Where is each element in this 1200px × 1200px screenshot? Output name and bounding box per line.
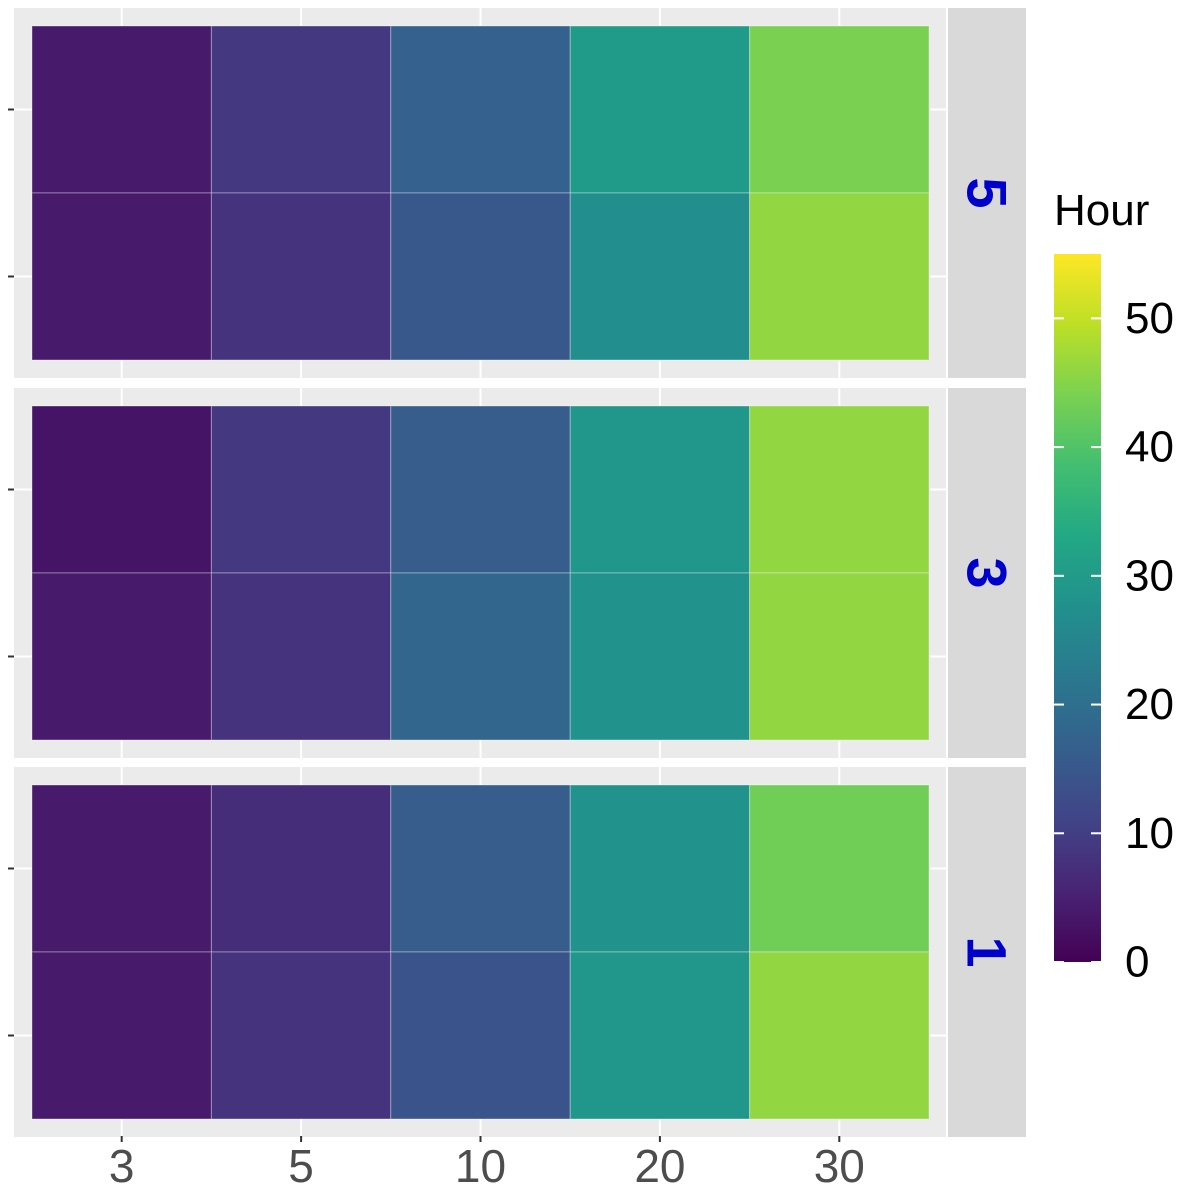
x-tick-label: 5 [288, 1140, 314, 1192]
facet-panel: 5 [8, 8, 1026, 378]
colorbar-tick-label: 10 [1125, 809, 1174, 858]
heatmap-tile [390, 25, 571, 194]
heatmap-tile [390, 784, 571, 953]
x-tick-label: 10 [455, 1140, 506, 1192]
facet-panel: 3 [8, 388, 1026, 758]
heatmap-tile [210, 951, 392, 1120]
heatmap-tile [31, 951, 212, 1120]
heatmap-tile [749, 25, 930, 194]
heatmap-tile [390, 405, 571, 574]
facet-panel: 1 [8, 767, 1026, 1137]
colorbar-tick-label: 40 [1125, 423, 1174, 472]
heatmap-tile [569, 405, 751, 574]
heatmap-tile [749, 192, 930, 361]
heatmap-tile [569, 572, 751, 741]
heatmap-tile [749, 784, 930, 953]
x-axis: 3 5 10 20 30 [109, 1136, 865, 1192]
heatmap-tile [210, 25, 392, 194]
legend-title: Hour [1054, 186, 1149, 235]
facet-label: 1 [956, 936, 1019, 967]
color-legend: Hour 0 10 20 30 40 50 [1054, 186, 1174, 987]
colorbar-tick-label: 20 [1125, 680, 1174, 729]
heatmap-tile [210, 784, 392, 953]
heatmap-tile [569, 192, 751, 361]
colorbar [1054, 254, 1101, 962]
facet-strip [948, 767, 1026, 1137]
heatmap-tile [749, 405, 930, 574]
heatmap-tile [749, 951, 930, 1120]
colorbar-tick-label: 50 [1125, 294, 1174, 343]
colorbar-tick-label: 30 [1125, 551, 1174, 600]
heatmap-tile [569, 951, 751, 1120]
heatmap-tile [31, 25, 212, 194]
facet-strip [948, 388, 1026, 758]
facet-strip [948, 8, 1026, 378]
x-tick-label: 30 [814, 1140, 865, 1192]
heatmap-tile [749, 572, 930, 741]
heatmap-tile [210, 192, 392, 361]
facet-label: 5 [956, 177, 1019, 208]
heatmap-tile [569, 25, 751, 194]
heatmap-tile [390, 192, 571, 361]
heatmap-tile [31, 192, 212, 361]
heatmap-tile [390, 572, 571, 741]
heatmap-tile [210, 405, 392, 574]
facet-panels: 5 3 1 [8, 8, 1026, 1137]
x-tick-label: 3 [109, 1140, 135, 1192]
facet-label: 3 [956, 557, 1019, 588]
heatmap-tile [569, 784, 751, 953]
x-tick-label: 20 [634, 1140, 685, 1192]
heatmap-tile [31, 572, 212, 741]
heatmap-tile [210, 572, 392, 741]
colorbar-tick-label: 0 [1125, 938, 1149, 987]
heatmap-tile [31, 784, 212, 953]
heatmap-tile [390, 951, 571, 1120]
heatmap-tile [31, 405, 212, 574]
